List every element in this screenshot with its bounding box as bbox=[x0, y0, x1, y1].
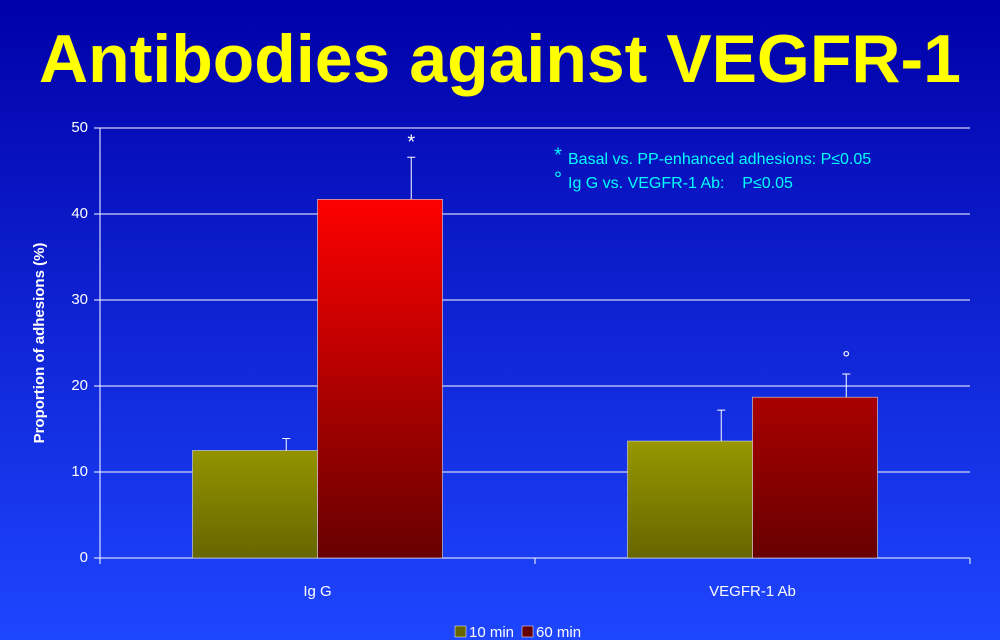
x-tick-label: Ig G bbox=[303, 583, 331, 600]
bar bbox=[752, 396, 878, 559]
legend-label: 10 min bbox=[469, 624, 514, 640]
y-tick-label: 0 bbox=[80, 549, 88, 566]
bar bbox=[317, 199, 443, 559]
y-tick-label: 10 bbox=[71, 463, 88, 480]
legend-swatch bbox=[521, 625, 534, 638]
annotation-text: Basal vs. PP-enhanced adhesions: P≤0.05 bbox=[568, 151, 871, 168]
y-tick-label: 20 bbox=[71, 377, 88, 394]
annotation-text: Ig G vs. VEGFR-1 Ab: P≤0.05 bbox=[568, 175, 793, 192]
chart-title: Antibodies against VEGFR-1 bbox=[39, 21, 961, 97]
error-bar bbox=[842, 373, 851, 398]
y-tick-label: 40 bbox=[71, 205, 88, 222]
x-tick-label: VEGFR-1 Ab bbox=[709, 583, 796, 600]
y-axis-label: Proportion of adhesions (%) bbox=[31, 243, 48, 444]
bar bbox=[192, 450, 318, 559]
legend-label: 60 min bbox=[536, 624, 581, 640]
error-bar bbox=[717, 409, 726, 442]
error-bar bbox=[407, 156, 416, 200]
bar bbox=[627, 440, 753, 559]
error-bar bbox=[282, 437, 291, 451]
y-tick-label: 50 bbox=[71, 119, 88, 136]
significance-marker: ° bbox=[842, 348, 850, 370]
annotation-symbol: * bbox=[554, 144, 562, 166]
legend-swatch bbox=[454, 625, 467, 638]
significance-marker: * bbox=[407, 132, 415, 154]
annotation-symbol: ° bbox=[554, 168, 562, 190]
y-tick-label: 30 bbox=[71, 291, 88, 308]
